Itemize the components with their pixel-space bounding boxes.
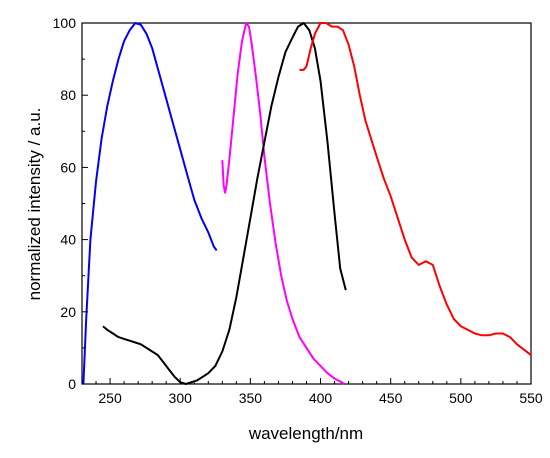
y-tick-label: 80 bbox=[60, 87, 76, 103]
series-line-0 bbox=[82, 22, 218, 385]
series-layer bbox=[82, 22, 532, 385]
y-tick-label: 20 bbox=[60, 304, 76, 320]
x-tick-label: 350 bbox=[239, 390, 263, 406]
y-tick-label: 60 bbox=[60, 159, 76, 175]
y-tick-label: 0 bbox=[68, 376, 76, 392]
x-tick-label: 500 bbox=[449, 390, 473, 406]
x-tick-label: 550 bbox=[519, 390, 543, 406]
x-axis-label: wavelength/nm bbox=[248, 424, 363, 443]
series-line-3 bbox=[299, 22, 532, 356]
tick-layer: 250 300 350 400 450 500 550 0 20 40 60 80 100 bbox=[53, 15, 543, 406]
series-line-2 bbox=[102, 22, 347, 385]
y-tick-label: 40 bbox=[60, 232, 76, 248]
plot-frame bbox=[81, 22, 532, 385]
x-tick-label: 300 bbox=[169, 390, 193, 406]
x-tick-label: 400 bbox=[309, 390, 333, 406]
y-axis-label: normalized intensity / a.u. bbox=[25, 108, 44, 301]
y-tick-label: 100 bbox=[53, 15, 77, 31]
x-tick-label: 450 bbox=[379, 390, 403, 406]
series-line-1 bbox=[221, 22, 345, 385]
x-tick-label: 250 bbox=[98, 390, 122, 406]
